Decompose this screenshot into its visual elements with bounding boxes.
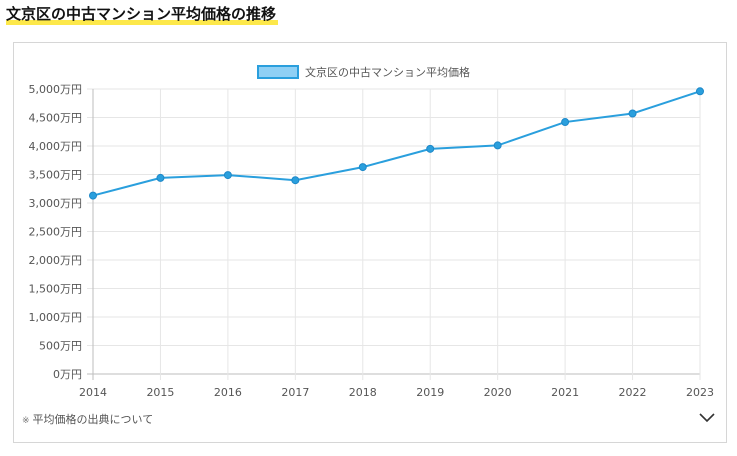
y-tick-label: 1,000万円	[29, 311, 83, 324]
data-point	[628, 109, 637, 118]
data-point	[696, 87, 704, 96]
legend[interactable]: 文京区の中古マンション平均価格	[257, 65, 470, 79]
price-source-text: 平均価格の出典について	[32, 413, 154, 426]
y-tick-label: 3,500万円	[29, 169, 83, 182]
data-point	[493, 141, 502, 150]
data-point	[358, 163, 367, 172]
x-tick-label: 2017	[281, 386, 309, 399]
data-point	[89, 191, 97, 200]
y-tick-label: 4,500万円	[29, 112, 83, 125]
x-tick-label: 2022	[619, 386, 647, 399]
y-tick-label: 0万円	[53, 368, 82, 381]
x-tick-label: 2014	[79, 386, 107, 399]
legend-label: 文京区の中古マンション平均価格	[305, 65, 470, 79]
x-tick-label: 2015	[146, 386, 174, 399]
y-tick-label: 500万円	[39, 340, 82, 353]
chart-card	[13, 42, 727, 443]
data-point	[426, 144, 435, 153]
y-tick-label: 2,000万円	[29, 254, 83, 267]
grid-lines	[87, 88, 701, 380]
series-layer	[89, 87, 704, 200]
legend-swatch	[257, 65, 299, 79]
y-tick-label: 4,000万円	[29, 140, 83, 153]
series-line	[92, 90, 701, 197]
y-tick-label: 5,000万円	[29, 83, 83, 96]
data-point	[561, 118, 570, 127]
data-point	[223, 171, 232, 180]
y-tick-label: 1,500万円	[29, 283, 83, 296]
note-mark: ※	[22, 416, 30, 426]
price-source-link[interactable]: ※ 平均価格の出典について	[22, 411, 153, 427]
data-point	[156, 173, 165, 182]
data-point	[291, 176, 300, 185]
x-tick-label: 2023	[686, 386, 714, 399]
page-title: 文京区の中古マンション平均価格の推移	[6, 3, 279, 25]
chevron-down-icon[interactable]	[697, 410, 717, 426]
x-tick-label: 2018	[349, 386, 377, 399]
x-tick-label: 2020	[484, 386, 512, 399]
x-tick-label: 2019	[416, 386, 444, 399]
y-tick-label: 3,000万円	[29, 197, 83, 210]
axes: 0万円 500万円 1,000万円 1,500万円 2,000万円 2,500万円 3,00…	[29, 83, 715, 399]
x-tick-label: 2016	[214, 386, 242, 399]
x-tick-label: 2021	[551, 386, 579, 399]
y-tick-label: 2,500万円	[29, 226, 83, 239]
